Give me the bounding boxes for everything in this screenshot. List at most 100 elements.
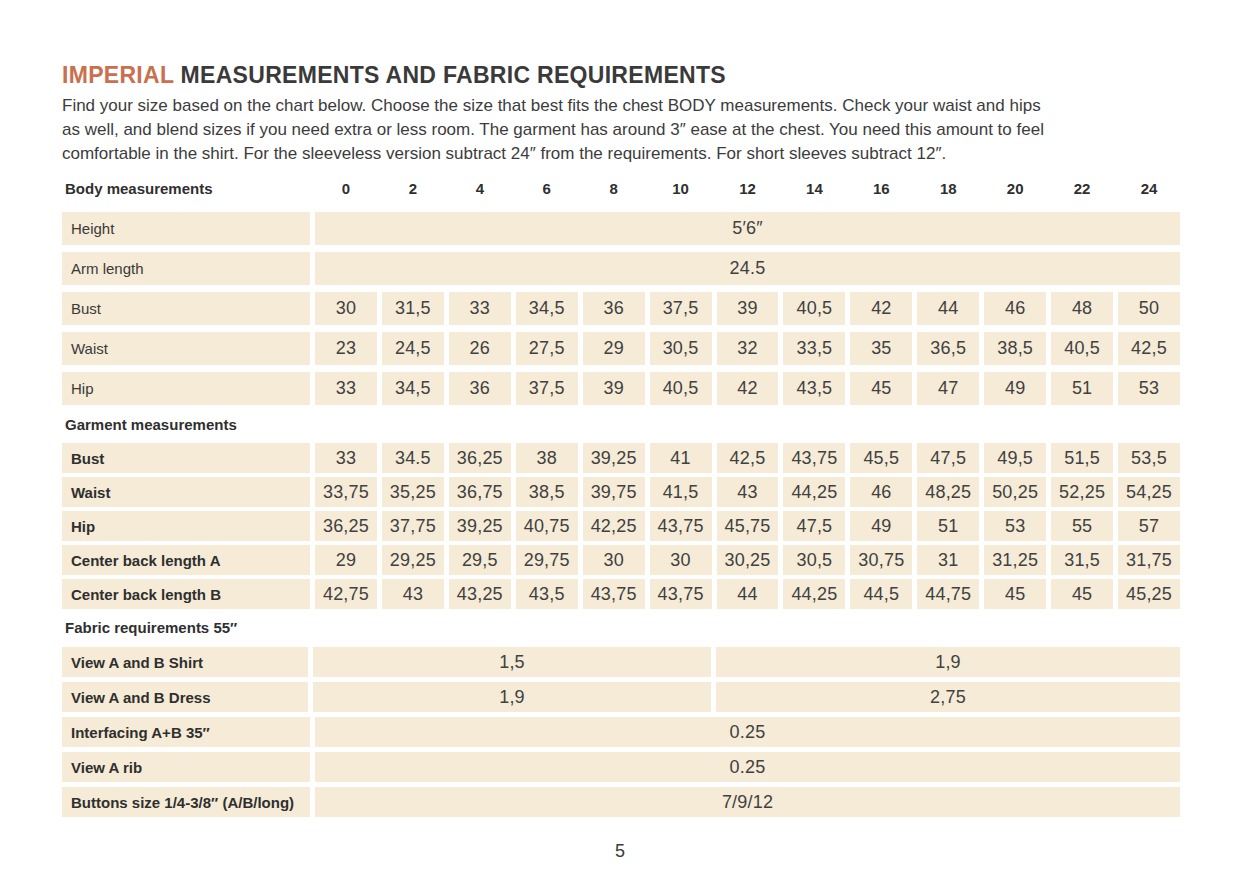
row-label: Center back length B xyxy=(62,579,310,609)
value-cell: 39 xyxy=(583,372,645,405)
value-cell: 33 xyxy=(449,292,511,325)
row-label: Hip xyxy=(62,372,310,405)
value-cell: 36,5 xyxy=(917,332,979,365)
value-cell: 43,5 xyxy=(783,372,845,405)
page-title-rest: MEASUREMENTS AND FABRIC REQUIREMENTS xyxy=(174,62,726,88)
section-header-fabric-requirements: Fabric requirements 55″ xyxy=(62,615,1180,639)
value-cell: 31,5 xyxy=(382,292,444,325)
value-cell: 36 xyxy=(583,292,645,325)
value-cell: 53,5 xyxy=(1118,443,1180,473)
value-cell: 39,25 xyxy=(449,511,511,541)
intro-line: Find your size based on the chart below.… xyxy=(62,94,1180,118)
table-row: Waist33,7535,2536,7538,539,7541,54344,25… xyxy=(62,477,1180,507)
value-cells: 33,7535,2536,7538,539,7541,54344,254648,… xyxy=(315,477,1180,507)
value-cell: 29,5 xyxy=(449,545,511,575)
table-row: View A and B Dress1,92,75 xyxy=(62,682,1180,712)
value-cell: 35 xyxy=(850,332,912,365)
value-cell: 53 xyxy=(984,511,1046,541)
value-cell: 36,25 xyxy=(315,511,377,541)
page-content: IMPERIAL MEASUREMENTS AND FABRIC REQUIRE… xyxy=(0,0,1240,817)
row-label: Waist xyxy=(62,332,310,365)
value-cell: 43,75 xyxy=(650,511,712,541)
row-label: View A rib xyxy=(62,752,310,782)
row-label: Bust xyxy=(62,443,310,473)
merged-value-cell: 0.25 xyxy=(315,752,1180,782)
page-number: 5 xyxy=(0,841,1240,862)
table-row: Arm length24.5 xyxy=(62,252,1180,285)
value-cell: 31 xyxy=(917,545,979,575)
merged-value-cell-right: 2,75 xyxy=(716,682,1180,712)
table-row: View A and B Shirt1,51,9 xyxy=(62,647,1180,677)
value-cell: 50,25 xyxy=(984,477,1046,507)
value-cell: 40,5 xyxy=(1051,332,1113,365)
value-cell: 45,25 xyxy=(1118,579,1180,609)
value-cell: 44,75 xyxy=(917,579,979,609)
row-label: Center back length A xyxy=(62,545,310,575)
intro-line: as well, and blend sizes if you need ext… xyxy=(62,118,1180,142)
value-cell: 40,75 xyxy=(516,511,578,541)
table-row: Interfacing A+B 35″0.25 xyxy=(62,717,1180,747)
size-column-header: 0 xyxy=(315,180,377,197)
table-row: Height5′6″ xyxy=(62,212,1180,245)
value-cell: 45,75 xyxy=(717,511,779,541)
value-cell: 43,75 xyxy=(583,579,645,609)
value-cell: 46 xyxy=(984,292,1046,325)
row-label: Buttons size 1/4-3/8″ (A/B/long) xyxy=(62,787,310,817)
merged-value-cell-left: 1,9 xyxy=(313,682,711,712)
value-cells: 2929,2529,529,75303030,2530,530,753131,2… xyxy=(315,545,1180,575)
size-column-header: 8 xyxy=(583,180,645,197)
value-cell: 37,5 xyxy=(516,372,578,405)
value-cell: 33,75 xyxy=(315,477,377,507)
value-cell: 44,25 xyxy=(783,579,845,609)
size-column-header: 12 xyxy=(717,180,779,197)
value-cell: 43,25 xyxy=(449,579,511,609)
value-cell: 41 xyxy=(650,443,712,473)
value-cell: 31,5 xyxy=(1051,545,1113,575)
size-column-header: 6 xyxy=(516,180,578,197)
size-column-header: 10 xyxy=(650,180,712,197)
value-cell: 42,25 xyxy=(583,511,645,541)
page-title-accent: IMPERIAL xyxy=(62,62,174,88)
table-header-row: Body measurements 024681012141618202224 xyxy=(62,176,1180,200)
value-cell: 30,5 xyxy=(650,332,712,365)
merged-value-cell: 0.25 xyxy=(315,717,1180,747)
value-cell: 31,75 xyxy=(1118,545,1180,575)
value-cell: 30 xyxy=(315,292,377,325)
value-cell: 39 xyxy=(717,292,779,325)
value-cell: 23 xyxy=(315,332,377,365)
value-cell: 36,25 xyxy=(449,443,511,473)
value-cell: 45 xyxy=(850,372,912,405)
value-cell: 51,5 xyxy=(1051,443,1113,473)
value-cell: 29,75 xyxy=(516,545,578,575)
value-cell: 44 xyxy=(917,292,979,325)
value-cell: 34,5 xyxy=(382,372,444,405)
value-cell: 47,5 xyxy=(917,443,979,473)
merged-value-cell: 5′6″ xyxy=(315,212,1180,245)
value-cell: 42,5 xyxy=(717,443,779,473)
value-cell: 37,5 xyxy=(650,292,712,325)
value-cell: 44,25 xyxy=(783,477,845,507)
value-cell: 48 xyxy=(1051,292,1113,325)
value-cell: 30,5 xyxy=(783,545,845,575)
value-cell: 32 xyxy=(717,332,779,365)
value-cell: 46 xyxy=(850,477,912,507)
value-cell: 41,5 xyxy=(650,477,712,507)
value-cell: 49,5 xyxy=(984,443,1046,473)
value-cell: 29,25 xyxy=(382,545,444,575)
row-label: Bust xyxy=(62,292,310,325)
size-column-header: 4 xyxy=(449,180,511,197)
table-row: Waist2324,52627,52930,53233,53536,538,54… xyxy=(62,332,1180,365)
table-header-label: Body measurements xyxy=(62,180,310,197)
table-row: Hip3334,53637,53940,54243,54547495153 xyxy=(62,372,1180,405)
value-cell: 43,75 xyxy=(650,579,712,609)
intro-line: comfortable in the shirt. For the sleeve… xyxy=(62,142,1180,166)
value-cell: 24,5 xyxy=(382,332,444,365)
intro-paragraph: Find your size based on the chart below.… xyxy=(62,94,1180,166)
size-header-cells: 024681012141618202224 xyxy=(315,180,1180,197)
value-cell: 30 xyxy=(650,545,712,575)
value-cell: 49 xyxy=(984,372,1046,405)
value-cell: 29 xyxy=(583,332,645,365)
value-cell: 45,5 xyxy=(850,443,912,473)
value-cell: 43,5 xyxy=(516,579,578,609)
size-column-header: 18 xyxy=(917,180,979,197)
